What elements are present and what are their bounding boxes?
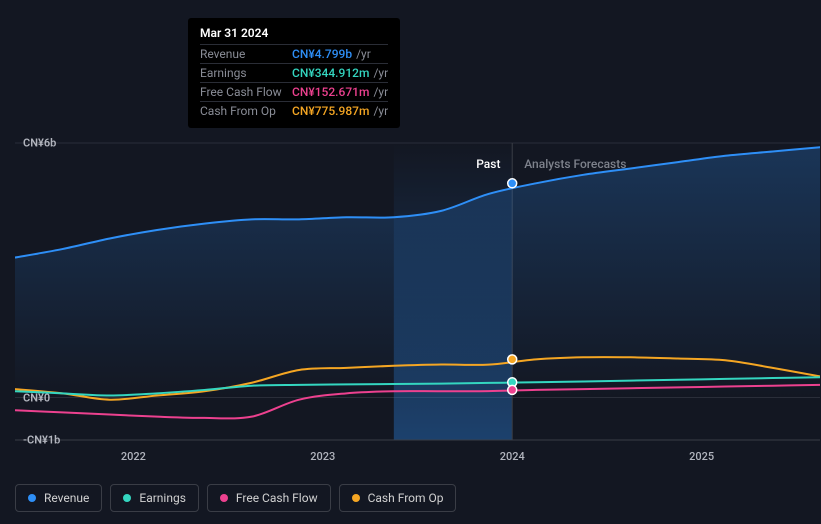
tooltip-row-unit: /yr [356,47,371,61]
chart-tooltip: Mar 31 2024 RevenueCN¥4.799b/yrEarningsC… [188,18,400,128]
legend-swatch-icon [220,494,228,502]
tooltip-row: RevenueCN¥4.799b/yr [200,44,388,63]
legend-swatch-icon [123,494,131,502]
x-axis-label: 2022 [121,450,146,463]
legend-label: Cash From Op [368,491,444,505]
y-axis-label: CN¥6b [23,137,56,150]
tooltip-row-unit: /yr [373,104,388,118]
tooltip-row-unit: /yr [373,66,388,80]
y-axis-label: -CN¥1b [23,434,60,447]
tooltip-row-label: Revenue [200,47,292,61]
legend-label: Earnings [139,491,186,505]
tooltip-row: Free Cash FlowCN¥152.671m/yr [200,82,388,101]
legend-item-cash-from-op[interactable]: Cash From Op [339,484,457,512]
forecast-label: Analysts Forecasts [524,157,626,171]
tooltip-row-value: CN¥344.912m [292,66,369,80]
legend-swatch-icon [352,494,360,502]
tooltip-row-label: Earnings [200,66,292,80]
legend-label: Revenue [44,491,89,505]
x-axis-label: 2025 [689,450,714,463]
tooltip-row-label: Free Cash Flow [200,85,292,99]
legend: Revenue Earnings Free Cash Flow Cash From O… [15,484,456,512]
legend-swatch-icon [28,494,36,502]
legend-item-free-cash-flow[interactable]: Free Cash Flow [207,484,331,512]
past-label: Past [476,157,500,171]
legend-item-revenue[interactable]: Revenue [15,484,102,512]
tooltip-row-label: Cash From Op [200,104,292,118]
legend-item-earnings[interactable]: Earnings [110,484,199,512]
tooltip-row-value: CN¥4.799b [292,47,352,61]
chart-area[interactable]: CN¥6b CN¥0 -CN¥1b 2022 2023 2024 2025 Past Analy… [15,125,820,474]
x-axis-label: 2024 [500,450,525,463]
tooltip-row-value: CN¥775.987m [292,104,369,118]
tooltip-row-unit: /yr [373,85,388,99]
x-axis-label: 2023 [310,450,335,463]
chart-svg [15,125,820,474]
y-axis-label: CN¥0 [23,391,50,404]
tooltip-row-value: CN¥152.671m [292,85,369,99]
legend-label: Free Cash Flow [236,491,318,505]
tooltip-row: Cash From OpCN¥775.987m/yr [200,101,388,120]
tooltip-row: EarningsCN¥344.912m/yr [200,63,388,82]
tooltip-date: Mar 31 2024 [200,26,388,44]
